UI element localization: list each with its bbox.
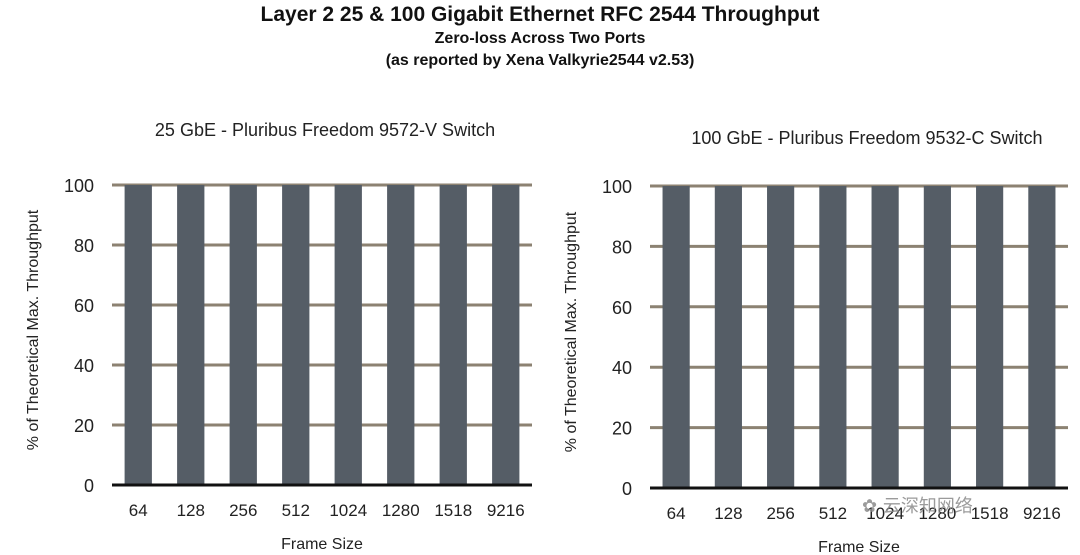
chart1-bar-512 xyxy=(282,185,310,485)
chart2-bar-64 xyxy=(662,186,690,488)
chart1-xtick-9216: 9216 xyxy=(487,501,525,520)
chart1-ylabel: % of Theoretical Max. Throughput xyxy=(25,209,42,450)
chart2-ytick-60: 60 xyxy=(612,298,632,318)
chart1-xtick-1280: 1280 xyxy=(382,501,420,520)
chart1-title: 25 GbE - Pluribus Freedom 9572-V Switch xyxy=(155,120,495,140)
chart2-bar-512 xyxy=(819,186,847,488)
chart2-xtick-9216: 9216 xyxy=(1023,504,1061,523)
chart1-bar-9216 xyxy=(492,185,520,485)
chart2-xtick-1024: 1024 xyxy=(866,504,904,523)
chart2-xtick-128: 128 xyxy=(714,504,742,523)
chart2-bar-9216 xyxy=(1028,186,1056,488)
chart2-xtick-512: 512 xyxy=(819,504,847,523)
chart2-ytick-40: 40 xyxy=(612,358,632,378)
figure-subtitle: Zero-loss Across Two Ports xyxy=(434,30,646,47)
chart1-xtick-512: 512 xyxy=(282,501,310,520)
chart2-xtick-1518: 1518 xyxy=(971,504,1009,523)
chart2-bar-1518 xyxy=(976,186,1004,488)
chart1-bar-64 xyxy=(124,185,152,485)
chart2-ytick-100: 100 xyxy=(602,177,632,197)
chart1-bar-1024 xyxy=(334,185,362,485)
chart2-xtick-1280: 1280 xyxy=(918,504,956,523)
chart2-xlabel: Frame Size xyxy=(818,539,900,555)
chart2-xtick-256: 256 xyxy=(766,504,794,523)
chart1-xlabel: Frame Size xyxy=(281,536,363,553)
chart-header: Layer 2 25 & 100 Gigabit Ethernet RFC 25… xyxy=(0,0,1080,72)
chart1-ytick-60: 60 xyxy=(74,296,94,316)
figure-subtitle-source: (as reported by Xena Valkyrie2544 v2.53) xyxy=(385,52,695,69)
wechat-icon: ✿ xyxy=(862,496,878,517)
chart1-ytick-20: 20 xyxy=(74,416,94,436)
chart2-bar-128 xyxy=(714,186,742,488)
chart1-bar-1518 xyxy=(439,185,467,485)
chart1-xtick-128: 128 xyxy=(177,501,205,520)
chart1-bar-128 xyxy=(177,185,205,485)
chart1-ytick-80: 80 xyxy=(74,236,94,256)
chart1-bar-1280 xyxy=(387,185,415,485)
chart2-bar-1024 xyxy=(871,186,899,488)
chart1-ytick-0: 0 xyxy=(84,476,94,496)
chart2-bar-256 xyxy=(767,186,795,488)
chart1-xtick-256: 256 xyxy=(229,501,257,520)
chart1-ytick-40: 40 xyxy=(74,356,94,376)
chart1-xtick-1518: 1518 xyxy=(434,501,472,520)
chart2-title: 100 GbE - Pluribus Freedom 9532-C Switch xyxy=(691,128,1042,148)
chart2-ytick-0: 0 xyxy=(622,479,632,499)
watermark: ✿ 云深知网络 xyxy=(862,492,973,518)
chart2-ytick-20: 20 xyxy=(612,419,632,439)
chart1-ytick-100: 100 xyxy=(64,176,94,196)
watermark-text: 云深知网络 xyxy=(882,496,973,517)
chart2-bar-1280 xyxy=(923,186,951,488)
chart1-bar-256 xyxy=(229,185,257,485)
chart1-xtick-64: 64 xyxy=(129,501,148,520)
figure-title: Layer 2 25 & 100 Gigabit Ethernet RFC 25… xyxy=(260,3,820,26)
chart2-xtick-64: 64 xyxy=(667,504,686,523)
chart2-ytick-80: 80 xyxy=(612,237,632,257)
chart1-xtick-1024: 1024 xyxy=(329,501,367,520)
chart2-ylabel: % of Theoretical Max. Throughput xyxy=(563,211,580,452)
